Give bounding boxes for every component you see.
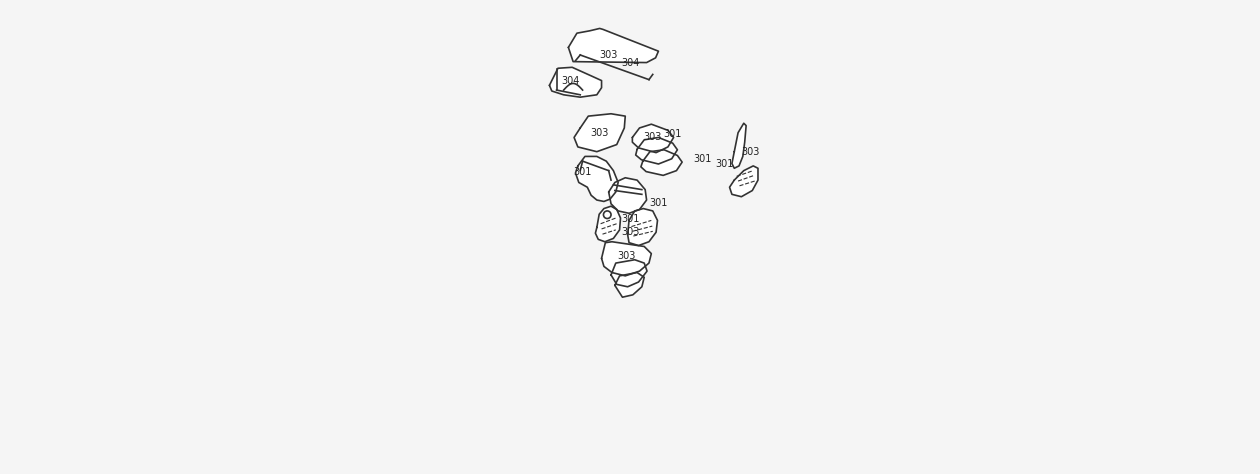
Polygon shape <box>641 150 682 175</box>
Polygon shape <box>575 114 625 152</box>
Polygon shape <box>549 67 601 97</box>
Text: 301: 301 <box>649 198 668 208</box>
Polygon shape <box>730 166 759 197</box>
Text: 303: 303 <box>742 146 760 157</box>
Text: 303: 303 <box>590 128 609 138</box>
Polygon shape <box>576 156 619 201</box>
Polygon shape <box>636 137 678 164</box>
Text: 301: 301 <box>716 158 735 169</box>
Text: 303: 303 <box>600 50 617 61</box>
Text: 304: 304 <box>562 75 580 86</box>
Polygon shape <box>568 28 659 63</box>
Text: 304: 304 <box>621 57 639 68</box>
Polygon shape <box>611 260 648 287</box>
Text: 301: 301 <box>664 128 682 139</box>
Text: 301: 301 <box>693 154 711 164</box>
Text: 303: 303 <box>644 132 662 143</box>
Polygon shape <box>601 242 651 276</box>
Text: 301: 301 <box>573 166 592 177</box>
Text: 301: 301 <box>621 214 640 224</box>
Polygon shape <box>615 273 644 297</box>
Polygon shape <box>609 178 646 213</box>
Text: 303: 303 <box>617 251 635 261</box>
Polygon shape <box>596 206 620 242</box>
Polygon shape <box>627 209 658 246</box>
Text: 303: 303 <box>621 227 639 237</box>
Polygon shape <box>732 123 746 168</box>
Polygon shape <box>633 124 674 153</box>
